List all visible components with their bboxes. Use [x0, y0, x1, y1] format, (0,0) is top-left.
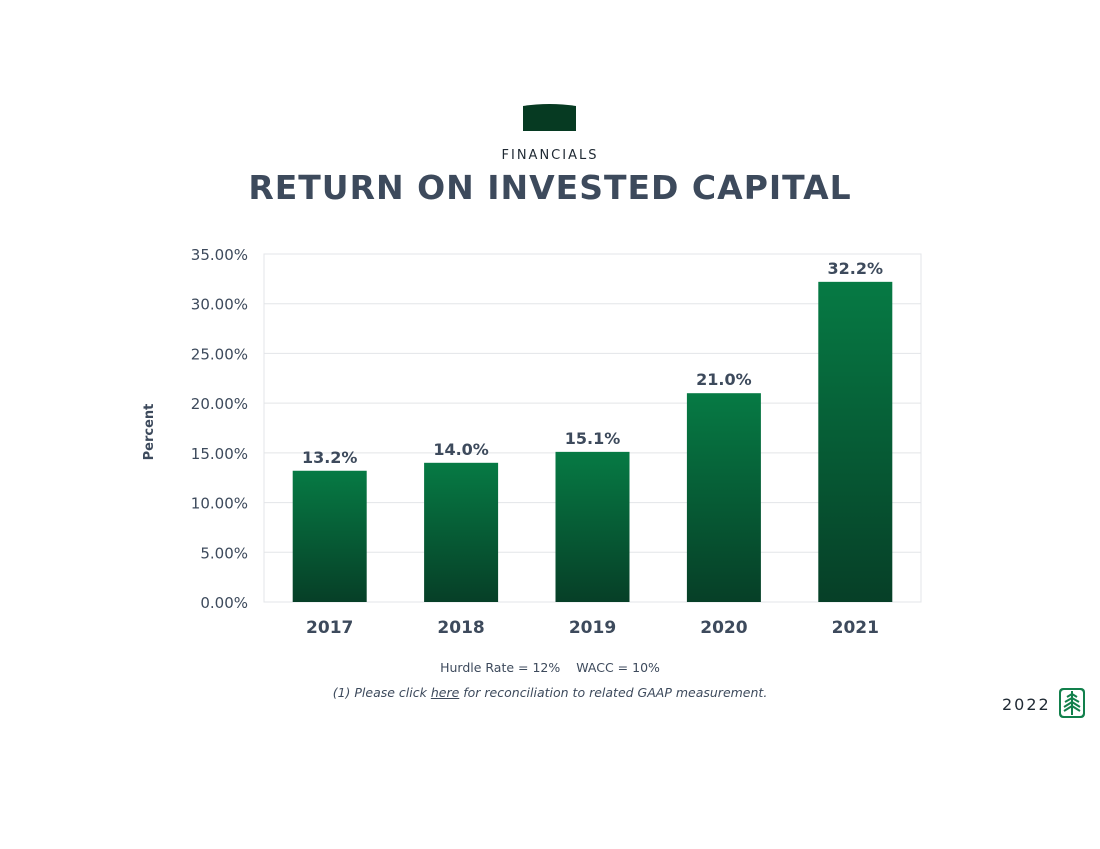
roic-bar-chart: 0.00% 5.00% 10.00% 15.00% 20.00% 25.00% 30.00%…	[142, 246, 922, 638]
gaap-footnote: (1) Please click here for reconciliation…	[0, 685, 1100, 700]
bar-2017	[292, 470, 367, 602]
gaap-reconciliation-link[interactable]: here	[430, 685, 460, 700]
y-tick-label: 0.00%	[200, 594, 248, 612]
data-label: 32.2%	[828, 259, 884, 278]
x-tick-label: 2020	[700, 618, 747, 638]
x-tick-label: 2019	[569, 618, 616, 638]
page-title: RETURN ON INVESTED CAPITAL	[248, 168, 852, 207]
y-tick-label: 30.00%	[191, 296, 248, 314]
y-tick-label: 20.00%	[191, 395, 248, 413]
bar-2020	[686, 393, 761, 602]
wacc-text: WACC = 10%	[576, 660, 660, 675]
footnote-prefix: (1) Please click	[332, 685, 431, 700]
rates-note: Hurdle Rate = 12% WACC = 10%	[0, 660, 1100, 675]
data-label: 14.0%	[433, 440, 489, 459]
data-label: 21.0%	[696, 370, 752, 389]
x-tick-label: 2021	[832, 618, 879, 638]
tree-logo-icon	[1059, 688, 1085, 718]
hurdle-rate-text: Hurdle Rate = 12%	[440, 660, 561, 675]
header-banner-icon	[523, 104, 576, 131]
bar-2019	[555, 451, 630, 602]
y-axis-title: Percent	[142, 404, 157, 461]
y-tick-label: 10.00%	[191, 495, 248, 513]
data-label: 13.2%	[302, 448, 358, 467]
year-stamp: 2022	[1002, 695, 1051, 714]
y-tick-label: 5.00%	[200, 544, 248, 562]
data-label: 15.1%	[565, 429, 621, 448]
bar-2021	[818, 281, 893, 602]
section-label: FINANCIALS	[501, 148, 599, 163]
y-tick-label: 35.00%	[191, 246, 248, 264]
footnote-suffix: for reconciliation to related GAAP measu…	[459, 685, 768, 700]
y-tick-label: 25.00%	[191, 345, 248, 363]
x-tick-label: 2017	[306, 618, 353, 638]
x-tick-label: 2018	[437, 618, 484, 638]
y-tick-label: 15.00%	[191, 445, 248, 463]
bar-2018	[424, 462, 499, 602]
